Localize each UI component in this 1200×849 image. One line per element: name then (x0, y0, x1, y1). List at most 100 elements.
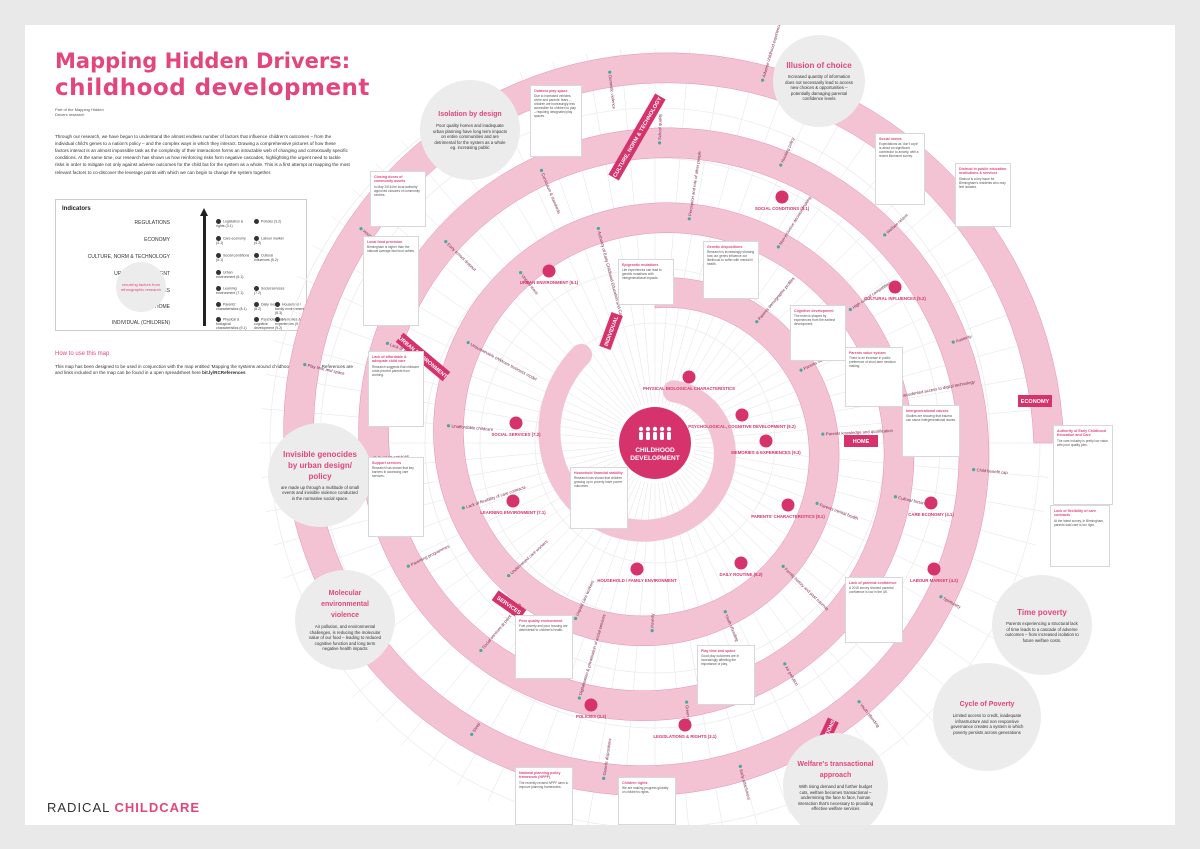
centre-label-line1: CHILDHOOD (635, 447, 675, 454)
subcategory-label: CULTURAL INFLUENCES (5.2) (864, 296, 926, 301)
bubble-time-poverty: Time poverty Parents experiencing a stru… (992, 575, 1092, 675)
subcategory-label: LEGISLATIONS & RIGHTS (3.1) (653, 734, 717, 739)
subcategory-icon (759, 434, 773, 448)
note-card: Lack of flexibility of care contracts At … (1050, 505, 1110, 567)
note-card: Intergenerational causes Studies are show… (902, 405, 960, 457)
factor-dot (761, 78, 765, 82)
subcategory-icon (775, 190, 789, 204)
factor-dot (519, 270, 523, 275)
factor-dot (608, 70, 612, 74)
legend-level: REGULATIONS (134, 220, 170, 226)
note-card: Social norms Expectations as 'don't cope'… (875, 133, 925, 205)
subcategory-icon (509, 416, 523, 430)
child-icon (638, 426, 644, 432)
factor-dot (893, 495, 898, 499)
factor-dot (687, 217, 691, 221)
bubble-isolation-by-design: Isolation by design Poor quality homes a… (420, 80, 520, 180)
legend-item: Urban environment (6.1) (216, 270, 244, 279)
note-card: Household financial stability Research ha… (570, 467, 628, 529)
level-tag-label: HOME (853, 439, 870, 445)
inner-spiral-band (538, 343, 736, 542)
page-title: Mapping Hidden Drivers: (55, 49, 351, 73)
legend-recurring-bubble: recurring factors from ethnographic rese… (116, 262, 166, 312)
factor-dot (779, 163, 783, 167)
poster: Mapping Hidden Drivers: childhood develo… (25, 25, 1175, 825)
factor-dot (951, 340, 955, 344)
quote-icon (216, 253, 221, 258)
factor-label: Cultural factors (898, 495, 927, 506)
radial-guide-line (680, 140, 910, 413)
child-icon-body (667, 432, 671, 440)
legend-level: ECONOMY (144, 237, 170, 243)
radial-guide-line (694, 446, 1049, 478)
factor-dot (539, 168, 544, 173)
legend-item: Psychological, cognitive development (9.… (254, 317, 284, 330)
radial-guide-line (694, 408, 1049, 440)
legend-item: Social services (7.2) (254, 286, 285, 295)
masks-icon (254, 253, 259, 258)
subcategory-label: HOUSEHOLD / FAMILY ENVIRONMENT (597, 578, 677, 583)
note-card: National planning policy framework (NPPF… (515, 767, 573, 825)
factor-dot (602, 776, 606, 781)
legend-item: Legislation & rights (3.1) (216, 219, 244, 228)
factor-dot (972, 468, 976, 472)
factor-dot (470, 732, 474, 736)
bubble-invisible-genocides: Invisible genocides by urban design/ pol… (268, 423, 372, 527)
factor-dot (939, 595, 943, 599)
factor-dot (574, 616, 578, 621)
book-icon (216, 286, 221, 291)
child-icon-body (639, 432, 643, 440)
factor-label: Unaffordable childcare (451, 423, 494, 432)
note-card: Cognitive development The brain is shaped… (790, 305, 846, 361)
subcategory-icon (542, 264, 556, 278)
factor-dot (406, 564, 410, 568)
level-tag-box (608, 93, 666, 181)
child-icon (216, 317, 221, 322)
factor-label: Unsustainable childcare business model (470, 342, 538, 382)
note-card: Authority of Early Childhood Education a… (1053, 425, 1113, 505)
subcategory-icon (927, 562, 941, 576)
factor-dot (857, 700, 861, 704)
radial-guide-line (694, 449, 1045, 512)
subcategory-label: LEARNING ENVIRONMENT (7.1) (480, 510, 546, 515)
factor-dot (444, 239, 448, 244)
ring-guide (534, 322, 776, 564)
page-subtitle: childhood development (55, 75, 370, 101)
subcategory-icon (888, 280, 902, 294)
legend-level: CULTURE, NORM & TECHNOLOGY (87, 254, 170, 260)
subcategory-icon (584, 698, 598, 712)
note-card: Lack of parental confidence A 2015 survey… (845, 577, 903, 643)
references-link[interactable]: bit.ly/RCReferences (202, 370, 246, 376)
legend-item: Parents' characteristics (8.1) (216, 302, 247, 311)
child-icon-body (653, 432, 657, 440)
factor-label: Poverty (650, 613, 655, 628)
factor-dot (783, 662, 787, 666)
factor-dot (755, 320, 759, 324)
factor-dot (883, 233, 887, 237)
memory-icon (275, 317, 280, 322)
legend-level: HOME (155, 304, 170, 310)
factor-dot (303, 363, 307, 367)
factor-dot (479, 648, 483, 653)
subcategory-icon (781, 498, 795, 512)
parents-icon (216, 302, 221, 307)
factor-label: Genetic dispositions (602, 738, 613, 776)
brain-icon (254, 317, 259, 322)
subcategory-label: PARENTS' CHARACTERISTICS (8.1) (751, 514, 825, 519)
note-card: Lack of affordable & adequate child care… (368, 351, 424, 427)
hands-icon (254, 286, 259, 291)
subcategory-label: SOCIAL SERVICES (7.2) (491, 432, 541, 437)
note-card: Local food provision Birmingham is higher… (363, 236, 419, 326)
indicators-legend: Indicators REGULATIONS ECONOMY CULTURE, … (55, 199, 307, 331)
level-tag-box (844, 435, 878, 447)
note-card: Distrust in public education institution… (955, 163, 1011, 227)
subcategory-icon (506, 494, 520, 508)
legend-arrow-head (200, 208, 208, 216)
legend-item: Social conditions (5.1) (216, 253, 250, 262)
note-card: Parents value system There is an increase… (845, 347, 903, 407)
child-icon (652, 426, 658, 432)
legend-item: Cultural influences (5.2) (254, 253, 278, 262)
note-card: Epigenetic mutations Life experiences can… (618, 259, 674, 305)
factor-dot (596, 226, 600, 231)
clock-icon (254, 302, 259, 307)
